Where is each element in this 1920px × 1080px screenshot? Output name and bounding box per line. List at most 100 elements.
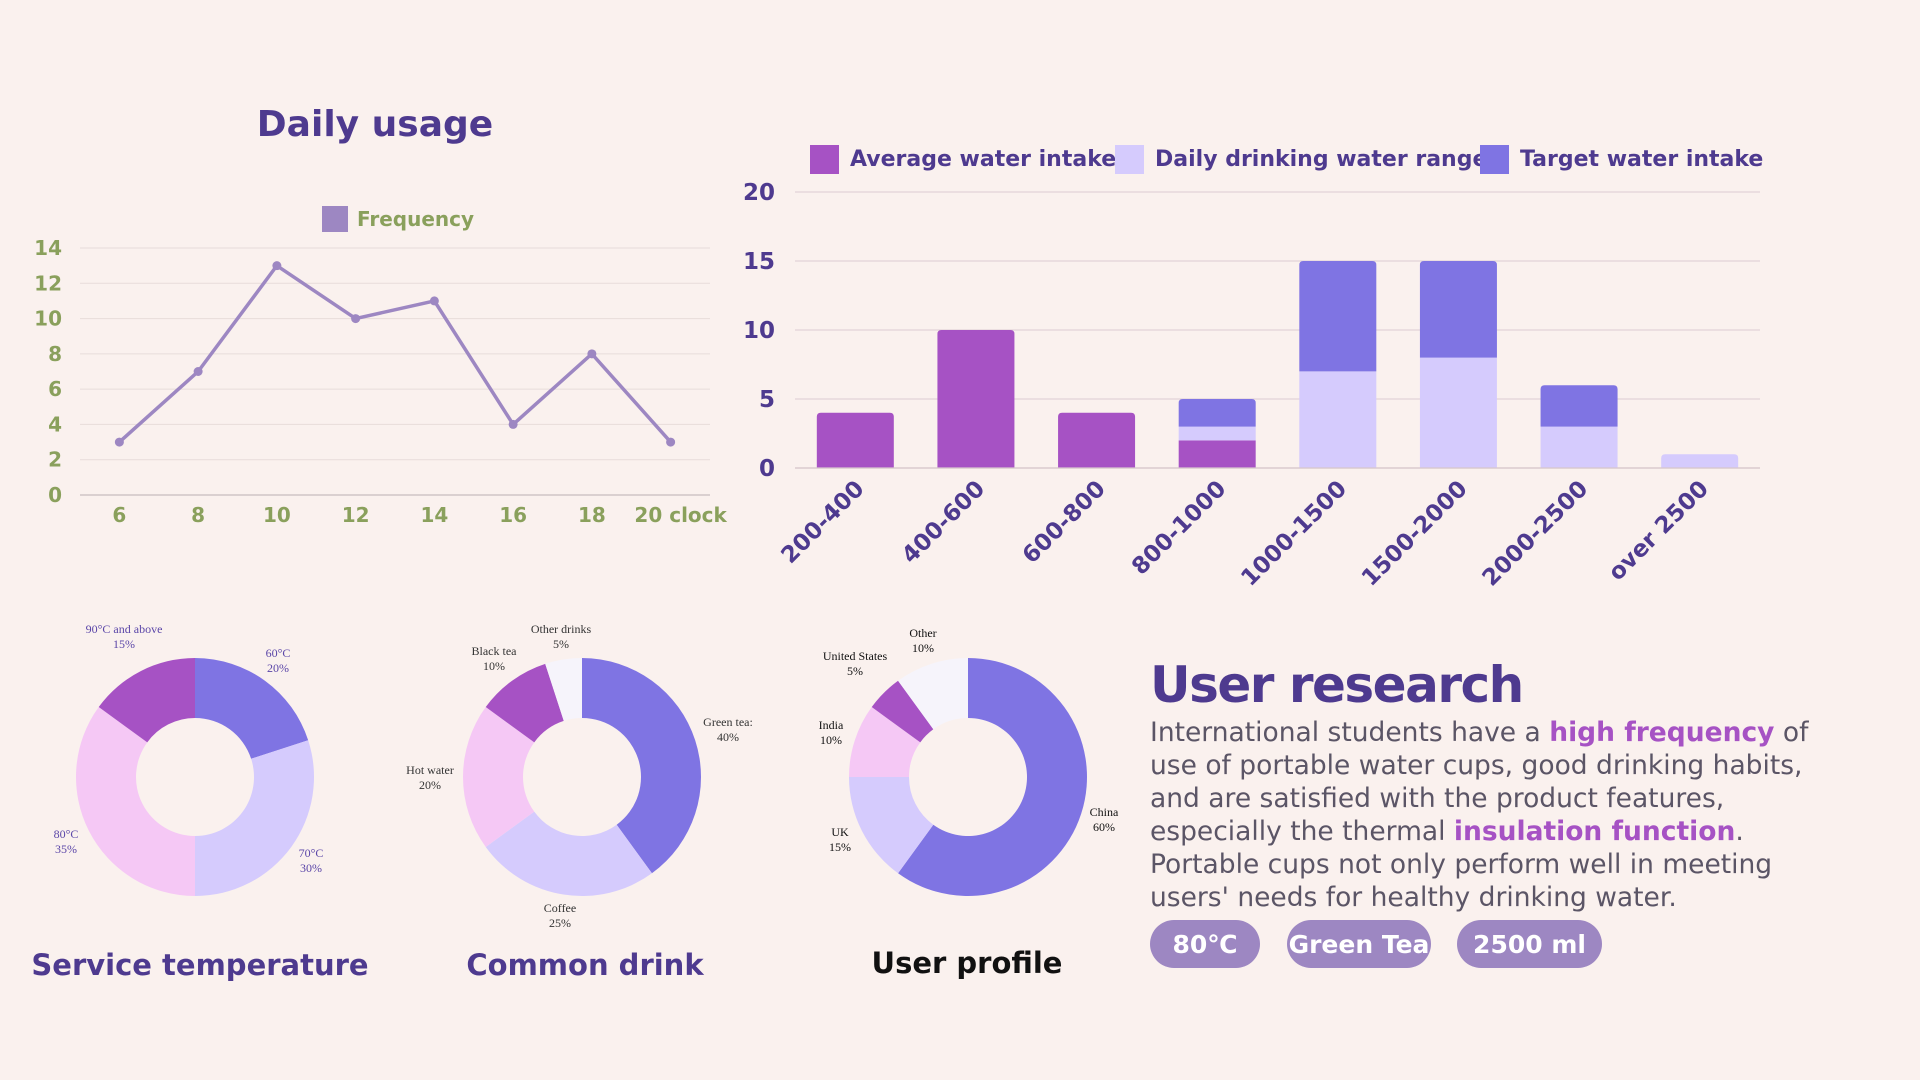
slice-label: Hot water — [406, 763, 454, 777]
x-tick-label: over 2500 — [1604, 476, 1714, 586]
y-tick-label: 10 — [34, 307, 62, 331]
slice-label: 80°C — [54, 827, 79, 841]
highlight-insulation-function: insulation function — [1453, 816, 1736, 847]
data-point — [508, 419, 518, 429]
donut-slice — [98, 658, 195, 743]
y-tick-label: 10 — [743, 318, 775, 344]
slice-percent: 30% — [300, 861, 322, 875]
y-tick-label: 12 — [34, 271, 62, 295]
x-tick-label: 1000-1500 — [1236, 476, 1352, 592]
x-tick-label: 12 — [342, 503, 370, 527]
stacked-bar-chart: Average water intake Daily drinking water… — [743, 145, 1763, 592]
y-tick-label: 0 — [48, 483, 62, 507]
slice-percent: 10% — [483, 659, 505, 673]
bar-segment — [1661, 454, 1739, 468]
donut-slice — [849, 777, 934, 874]
x-tick-label: 10 — [263, 503, 291, 527]
bar-segment — [1299, 371, 1377, 468]
slice-percent: 20% — [267, 661, 289, 675]
legend-label-frequency: Frequency — [357, 207, 474, 231]
slice-percent: 15% — [113, 637, 135, 651]
y-tick-label: 15 — [743, 249, 775, 275]
x-tick-label: 6 — [112, 503, 126, 527]
bar-segment — [937, 330, 1015, 468]
y-tick-label: 4 — [48, 412, 62, 436]
donut-slice — [195, 740, 314, 896]
line-chart: Frequency 0 2 4 6 8 10 12 14 6 8 10 12 14 16 18 20 clock — [34, 206, 728, 527]
slice-percent: 5% — [553, 637, 569, 651]
slice-label: Green tea: — [703, 715, 753, 729]
data-point — [351, 314, 361, 324]
x-tick-label: 16 — [499, 503, 527, 527]
bar-segment — [1178, 426, 1256, 441]
donut-slice — [545, 658, 582, 721]
slice-label: 90°C and above — [86, 622, 163, 636]
data-point — [587, 349, 597, 359]
legend-swatch — [1480, 145, 1509, 174]
x-tick-label: 1500-2000 — [1357, 476, 1473, 592]
legend-label: Daily drinking water range — [1155, 147, 1487, 172]
slice-percent: 5% — [847, 664, 863, 678]
y-tick-label: 8 — [48, 342, 62, 366]
slice-label: Other — [909, 626, 936, 640]
data-point — [114, 437, 124, 447]
bar-segment — [1178, 440, 1256, 468]
donut-slice — [898, 658, 1087, 896]
data-point — [429, 296, 439, 306]
slice-percent: 10% — [912, 641, 934, 655]
legend-label: Target water intake — [1520, 147, 1763, 172]
data-point — [272, 261, 282, 271]
donut-slice — [871, 680, 934, 743]
bar-segment — [816, 412, 894, 468]
legend-swatch — [810, 145, 839, 174]
donut-slice — [898, 658, 968, 730]
x-tick-label: 20 clock — [634, 503, 727, 527]
bar-segment — [1299, 261, 1377, 372]
slice-label: United States — [823, 649, 888, 663]
legend-swatch — [1115, 145, 1144, 174]
bar-segment — [1058, 412, 1136, 468]
slice-label: Coffee — [544, 901, 576, 915]
legend-swatch-frequency — [322, 206, 348, 232]
common-drink-title: Common drink — [466, 948, 704, 982]
slice-label: India — [819, 718, 844, 732]
slice-label: China — [1090, 805, 1119, 819]
x-tick-label: 2000-2500 — [1478, 476, 1594, 592]
x-tick-label: 400-600 — [897, 476, 990, 569]
donut-slice — [463, 707, 535, 847]
bar-segment — [1419, 357, 1497, 468]
slice-percent: 20% — [419, 778, 441, 792]
slice-percent: 25% — [549, 916, 571, 930]
line-chart-title: Daily usage — [256, 104, 494, 145]
x-tick-label: 8 — [191, 503, 205, 527]
x-tick-label: 600-800 — [1018, 476, 1111, 569]
slice-percent: 60% — [1093, 820, 1115, 834]
series-line-frequency — [118, 263, 672, 444]
y-tick-label: 2 — [48, 448, 62, 472]
tag-volume: 2500 ml — [1457, 920, 1602, 968]
legend-label: Average water intake — [850, 147, 1116, 172]
data-point — [666, 437, 676, 447]
x-tick-label: 18 — [578, 503, 606, 527]
slice-label: 60°C — [266, 646, 291, 660]
research-text-part: International students have a — [1150, 717, 1550, 748]
donut-slice — [75, 707, 195, 896]
bar-segment — [1419, 261, 1497, 358]
y-tick-label: 20 — [743, 180, 775, 206]
tag-temperature: 80℃ — [1150, 920, 1260, 968]
slice-label: 70°C — [299, 846, 324, 860]
service-temperature-title: Service temperature — [31, 948, 369, 982]
y-tick-label: 0 — [759, 456, 775, 482]
slice-percent: 35% — [55, 842, 77, 856]
tag-green-tea: Green Tea — [1287, 920, 1431, 968]
bar-segment — [1178, 399, 1256, 427]
donut-slice — [849, 707, 921, 777]
donut-slice — [485, 811, 652, 896]
research-heading: User research — [1150, 656, 1524, 714]
y-tick-label: 6 — [48, 377, 62, 401]
research-paragraph: International students have a high frequ… — [1150, 716, 1830, 914]
slice-label: Black tea — [472, 644, 518, 658]
